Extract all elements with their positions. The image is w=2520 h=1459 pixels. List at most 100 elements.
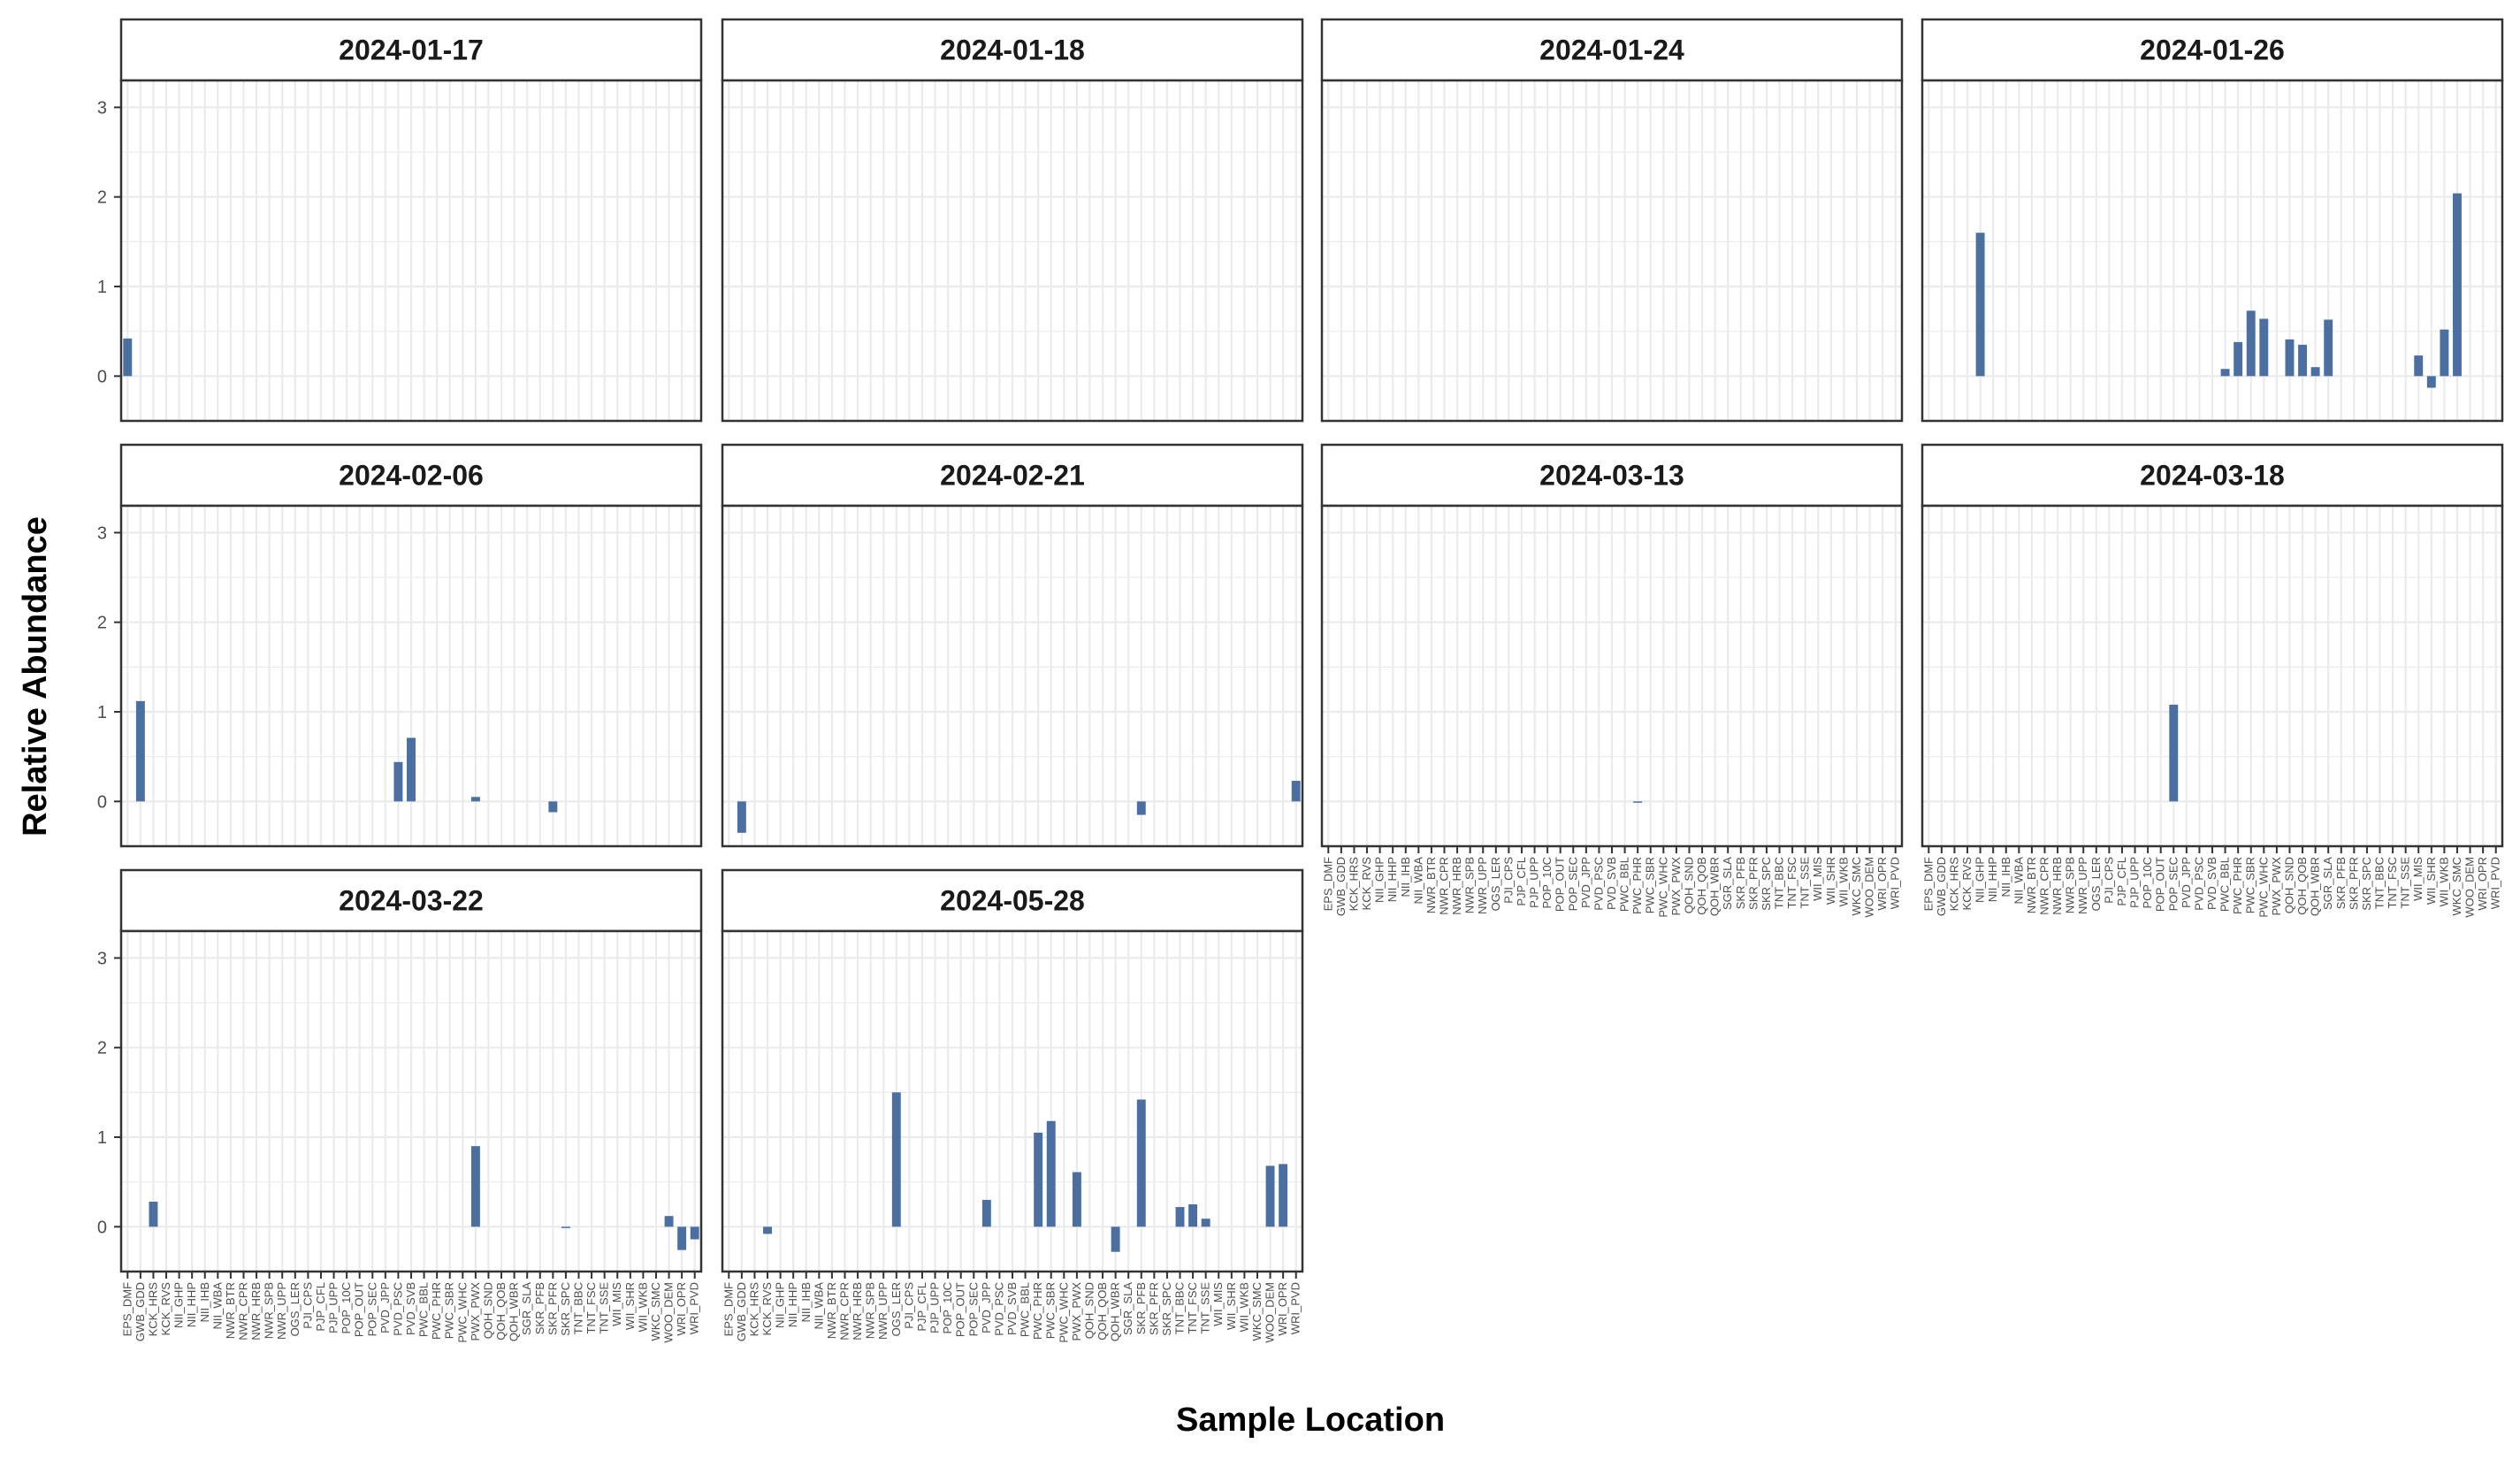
x-tick-label: WKC_SMC — [2450, 857, 2463, 915]
x-tick-label: NWR_CPR — [837, 1282, 851, 1341]
x-tick-label: WRI_PVD — [688, 1282, 701, 1334]
x-tick-label: PJP_CFL — [314, 1282, 327, 1332]
x-tick-label: PWC_BBL — [1618, 857, 1631, 912]
bar-PWC_WHC — [2259, 318, 2269, 377]
x-tick-label: QOH_QOB — [2295, 857, 2309, 915]
facet-strip — [721, 18, 1304, 82]
x-axis-title: Sample Location — [1176, 1402, 1445, 1439]
y-tick-label: 3 — [97, 98, 107, 118]
x-tick-label: PWC_BBL — [2218, 857, 2232, 912]
x-tick-label: PWC_PHR — [1031, 1282, 1044, 1340]
x-tick-label: QOH_WBR — [2309, 857, 2322, 916]
y-tick-label: 2 — [97, 188, 107, 208]
x-tick-label: NII_GHP — [1373, 857, 1386, 903]
x-tick-label: POP_10C — [1540, 857, 1554, 909]
bar-TNT_FSC — [1188, 1204, 1198, 1227]
bar-SKR_PFB — [1136, 1099, 1146, 1227]
x-tick-label: NWR_CPR — [2037, 857, 2050, 915]
x-tick-label: PJI_CPS — [1501, 857, 1515, 904]
x-tick-label: POP_10C — [2141, 857, 2154, 909]
bar-PVD_SVB — [407, 737, 416, 802]
x-tick-label: WII_MIS — [610, 1282, 623, 1326]
x-tick-label: PWC_PHR — [2231, 857, 2244, 914]
facet-strip — [1921, 18, 2504, 82]
panel-border — [721, 79, 1304, 423]
x-tick-label: QOH_WBR — [1109, 1282, 1122, 1341]
x-tick-label: TNT_FSC — [1785, 857, 1798, 909]
x-tick-label: PWX_PWX — [2270, 857, 2283, 916]
x-tick-label: PWC_BBL — [1019, 1282, 1032, 1337]
x-tick-label: NII_HHP — [1986, 857, 1999, 902]
x-tick-label: NWR_SPB — [2064, 857, 2077, 913]
facet-strip — [119, 443, 703, 508]
bar-PWX_PWX — [470, 1146, 480, 1227]
x-tick-label: PWC_BBL — [417, 1282, 431, 1337]
x-tick-label: NWR_BTR — [2025, 857, 2038, 913]
bar-KCK_HRS — [149, 1201, 158, 1227]
x-tick-label: SGR_SLA — [2321, 857, 2334, 910]
x-tick-label: PJP_UPP — [1528, 857, 1541, 908]
x-tick-label: SKR_SPC — [1760, 857, 1773, 911]
x-tick-label: GWB_GDD — [1935, 857, 1948, 916]
facet-strip — [119, 868, 703, 933]
y-tick-label: 0 — [97, 792, 107, 812]
x-tick-label: NWR_HRB — [2050, 857, 2064, 915]
x-tick-label: NII_IHB — [1999, 857, 2012, 898]
x-tick-label: WII_MIS — [1811, 857, 1824, 901]
x-tick-label: PWC_WHC — [1656, 857, 1669, 918]
bar-PWC_PHR — [1633, 801, 1643, 803]
x-tick-label: WII_SHR — [1225, 1282, 1238, 1330]
x-tick-label: NII_WBA — [210, 1282, 224, 1330]
bar-PVD_PSC — [393, 761, 403, 802]
panel-border — [119, 504, 703, 848]
bar-WRI_OPR — [1279, 1164, 1288, 1227]
x-tick-label: NWR_HRB — [851, 1282, 864, 1341]
x-tick-label: GWB_GDD — [735, 1282, 748, 1341]
facet-strip-title: 2024-02-21 — [940, 460, 1085, 492]
x-tick-label: SKR_PFB — [533, 1282, 546, 1334]
x-tick-label: SKR_PFB — [1734, 857, 1747, 909]
x-tick-label: PWC_WHC — [2257, 857, 2270, 918]
x-tick-label: KCK_RVS — [760, 1282, 774, 1336]
x-tick-label: PWX_PWX — [1669, 857, 1683, 916]
panel-border — [119, 79, 703, 423]
x-tick-label: POP_OUT — [2154, 857, 2167, 912]
facet-strip-title: 2024-03-13 — [1539, 460, 1684, 492]
x-tick-label: POP_10C — [941, 1282, 954, 1334]
y-tick-label: 3 — [97, 523, 107, 543]
x-tick-label: NWR_HRB — [1450, 857, 1463, 915]
bar-PWX_PWX — [470, 797, 480, 802]
facet-strip — [119, 18, 703, 82]
x-tick-label: PJP_CFL — [915, 1282, 928, 1332]
facet-panel-2024-03-22: 2024-03-22 0 1 2 3 EPS_DMF GWB_GDD KCK_HRS KCK_R… — [97, 868, 703, 1343]
x-tick-label: PVD_PSC — [992, 1282, 1005, 1336]
facet-strip-title: 2024-01-17 — [339, 34, 484, 66]
x-tick-label: KCK_HRS — [747, 1282, 760, 1337]
x-tick-label: TNT_FSC — [2386, 857, 2399, 909]
x-tick-label: WOO_DEM — [1863, 857, 1876, 918]
x-tick-label: NWR_SPB — [864, 1282, 877, 1339]
bar-PWC_SBR — [2246, 310, 2256, 377]
x-tick-label: QOH_QOB — [494, 1282, 508, 1341]
x-tick-label: WRI_OPR — [675, 1282, 688, 1336]
bar-OGS_LER — [891, 1092, 901, 1227]
y-tick-label: 0 — [97, 367, 107, 386]
x-tick-label: PWC_SBR — [2244, 857, 2257, 913]
bar-WOO_DEM — [664, 1216, 674, 1227]
x-tick-label: NWR_HRB — [249, 1282, 263, 1341]
bar-QOH_WBR — [1111, 1226, 1120, 1252]
facet-strip-title: 2024-02-06 — [339, 460, 484, 492]
x-tick-label: TNT_BBC — [1773, 857, 1786, 909]
x-tick-label: SKR_PFR — [1147, 1282, 1160, 1335]
x-tick-label: TNT_BBC — [1173, 1282, 1187, 1334]
x-tick-label: PWC_SBR — [443, 1282, 456, 1339]
panel-border — [1921, 79, 2504, 423]
facet-strip-title: 2024-05-28 — [940, 885, 1085, 917]
x-tick-label: TNT_FSC — [584, 1282, 598, 1334]
y-tick-label: 1 — [97, 1128, 107, 1148]
x-tick-label: WRI_PVD — [1889, 857, 1902, 909]
bar-WRI_PVD — [1291, 781, 1301, 802]
y-tick-label: 1 — [97, 703, 107, 722]
x-tick-label: SGR_SLA — [520, 1282, 533, 1335]
y-tick-label: 2 — [97, 1039, 107, 1058]
